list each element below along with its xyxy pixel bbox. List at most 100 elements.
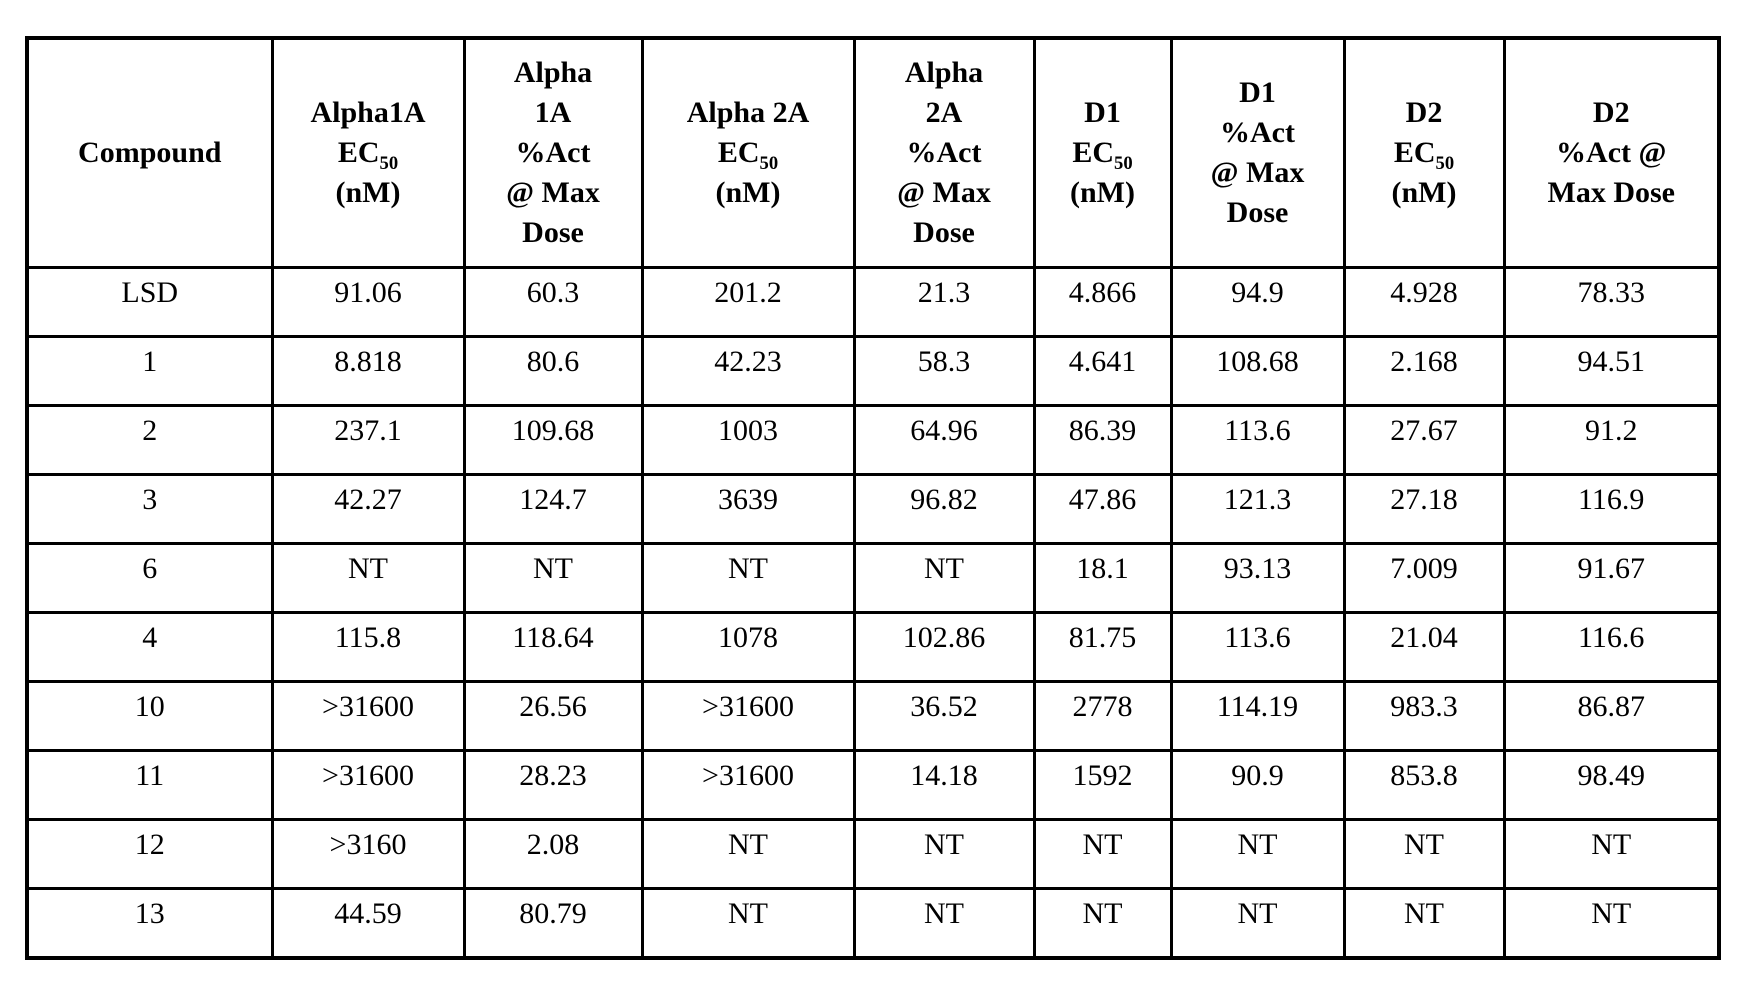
compound-cell: 6 xyxy=(25,542,274,614)
value-cell: 27.18 xyxy=(1342,473,1506,545)
table-row: 1 8.818 80.6 42.23 58.3 4.641 108.68 2.168 94.51 xyxy=(25,335,1721,407)
value-cell: 1003 xyxy=(640,404,856,476)
value-cell: 113.6 xyxy=(1169,611,1346,683)
value-cell: 91.2 xyxy=(1502,404,1721,476)
value-cell: NT xyxy=(1342,887,1506,960)
value-cell: NT xyxy=(640,887,856,960)
value-cell: 118.64 xyxy=(462,611,644,683)
value-cell: 4.866 xyxy=(1032,266,1173,338)
value-cell: >31600 xyxy=(270,749,466,821)
value-cell: 93.13 xyxy=(1169,542,1346,614)
value-cell: 47.86 xyxy=(1032,473,1173,545)
column-header-alpha1a-ec50: Alpha1A EC50 (nM) xyxy=(270,36,466,269)
value-cell: 36.52 xyxy=(852,680,1036,752)
value-cell: NT xyxy=(1032,818,1173,890)
value-cell: 2.08 xyxy=(462,818,644,890)
value-cell: 3639 xyxy=(640,473,856,545)
column-header-d1-pctact: D1 %Act @ Max Dose xyxy=(1169,36,1346,269)
value-cell: 42.23 xyxy=(640,335,856,407)
table-row: LSD 91.06 60.3 201.2 21.3 4.866 94.9 4.928 78.33 xyxy=(25,266,1721,338)
value-cell: NT xyxy=(270,542,466,614)
value-cell: 853.8 xyxy=(1342,749,1506,821)
compound-cell: 11 xyxy=(25,749,274,821)
value-cell: 98.49 xyxy=(1502,749,1721,821)
compound-cell: 2 xyxy=(25,404,274,476)
column-header-alpha2a-pctact: Alpha 2A %Act @ Max Dose xyxy=(852,36,1036,269)
value-cell: 201.2 xyxy=(640,266,856,338)
value-cell: NT xyxy=(1342,818,1506,890)
value-cell: 86.39 xyxy=(1032,404,1173,476)
value-cell: 18.1 xyxy=(1032,542,1173,614)
value-cell: 81.75 xyxy=(1032,611,1173,683)
value-cell: 121.3 xyxy=(1169,473,1346,545)
value-cell: NT xyxy=(852,887,1036,960)
value-cell: 86.87 xyxy=(1502,680,1721,752)
value-cell: 7.009 xyxy=(1342,542,1506,614)
value-cell: NT xyxy=(1169,818,1346,890)
value-cell: 115.8 xyxy=(270,611,466,683)
value-cell: 1592 xyxy=(1032,749,1173,821)
value-cell: 116.6 xyxy=(1502,611,1721,683)
compound-activity-table: Compound Alpha1A EC50 (nM) Alpha 1A %Act… xyxy=(25,36,1721,960)
value-cell: 21.04 xyxy=(1342,611,1506,683)
compound-cell: 12 xyxy=(25,818,274,890)
value-cell: 80.6 xyxy=(462,335,644,407)
table-row: 3 42.27 124.7 3639 96.82 47.86 121.3 27.18 116.9 xyxy=(25,473,1721,545)
value-cell: 91.67 xyxy=(1502,542,1721,614)
value-cell: NT xyxy=(640,818,856,890)
column-header-alpha1a-pctact: Alpha 1A %Act @ Max Dose xyxy=(462,36,644,269)
value-cell: 80.79 xyxy=(462,887,644,960)
value-cell: 21.3 xyxy=(852,266,1036,338)
header-row: Compound Alpha1A EC50 (nM) Alpha 1A %Act… xyxy=(25,36,1721,269)
value-cell: >31600 xyxy=(640,680,856,752)
compound-cell: 3 xyxy=(25,473,274,545)
value-cell: 102.86 xyxy=(852,611,1036,683)
column-header-d2-pctact: D2 %Act @ Max Dose xyxy=(1502,36,1721,269)
value-cell: 60.3 xyxy=(462,266,644,338)
value-cell: >31600 xyxy=(640,749,856,821)
value-cell: 64.96 xyxy=(852,404,1036,476)
value-cell: 108.68 xyxy=(1169,335,1346,407)
value-cell: 26.56 xyxy=(462,680,644,752)
table-row: 4 115.8 118.64 1078 102.86 81.75 113.6 21.04 116… xyxy=(25,611,1721,683)
value-cell: 1078 xyxy=(640,611,856,683)
value-cell: 78.33 xyxy=(1502,266,1721,338)
value-cell: 90.9 xyxy=(1169,749,1346,821)
value-cell: 27.67 xyxy=(1342,404,1506,476)
value-cell: NT xyxy=(462,542,644,614)
value-cell: NT xyxy=(1169,887,1346,960)
column-header-compound: Compound xyxy=(25,36,274,269)
value-cell: 124.7 xyxy=(462,473,644,545)
table-row: 12 >3160 2.08 NT NT NT NT NT NT xyxy=(25,818,1721,890)
value-cell: 28.23 xyxy=(462,749,644,821)
compound-cell: LSD xyxy=(25,266,274,338)
value-cell: 94.51 xyxy=(1502,335,1721,407)
value-cell: NT xyxy=(852,818,1036,890)
value-cell: 113.6 xyxy=(1169,404,1346,476)
compound-cell: 1 xyxy=(25,335,274,407)
value-cell: 58.3 xyxy=(852,335,1036,407)
value-cell: 14.18 xyxy=(852,749,1036,821)
table-row: 10 >31600 26.56 >31600 36.52 2778 114.19 983.3 8… xyxy=(25,680,1721,752)
value-cell: NT xyxy=(640,542,856,614)
value-cell: 8.818 xyxy=(270,335,466,407)
table-row: 11 >31600 28.23 >31600 14.18 1592 90.9 853.8 98.… xyxy=(25,749,1721,821)
value-cell: 237.1 xyxy=(270,404,466,476)
value-cell: 2778 xyxy=(1032,680,1173,752)
value-cell: NT xyxy=(1502,887,1721,960)
value-cell: 983.3 xyxy=(1342,680,1506,752)
value-cell: 44.59 xyxy=(270,887,466,960)
value-cell: 109.68 xyxy=(462,404,644,476)
value-cell: 4.641 xyxy=(1032,335,1173,407)
column-header-d2-ec50: D2 EC50 (nM) xyxy=(1342,36,1506,269)
value-cell: 114.19 xyxy=(1169,680,1346,752)
column-header-d1-ec50: D1 EC50 (nM) xyxy=(1032,36,1173,269)
value-cell: 116.9 xyxy=(1502,473,1721,545)
value-cell: NT xyxy=(852,542,1036,614)
value-cell: >31600 xyxy=(270,680,466,752)
column-header-alpha2a-ec50: Alpha 2A EC50 (nM) xyxy=(640,36,856,269)
value-cell: NT xyxy=(1032,887,1173,960)
value-cell: 42.27 xyxy=(270,473,466,545)
value-cell: 94.9 xyxy=(1169,266,1346,338)
